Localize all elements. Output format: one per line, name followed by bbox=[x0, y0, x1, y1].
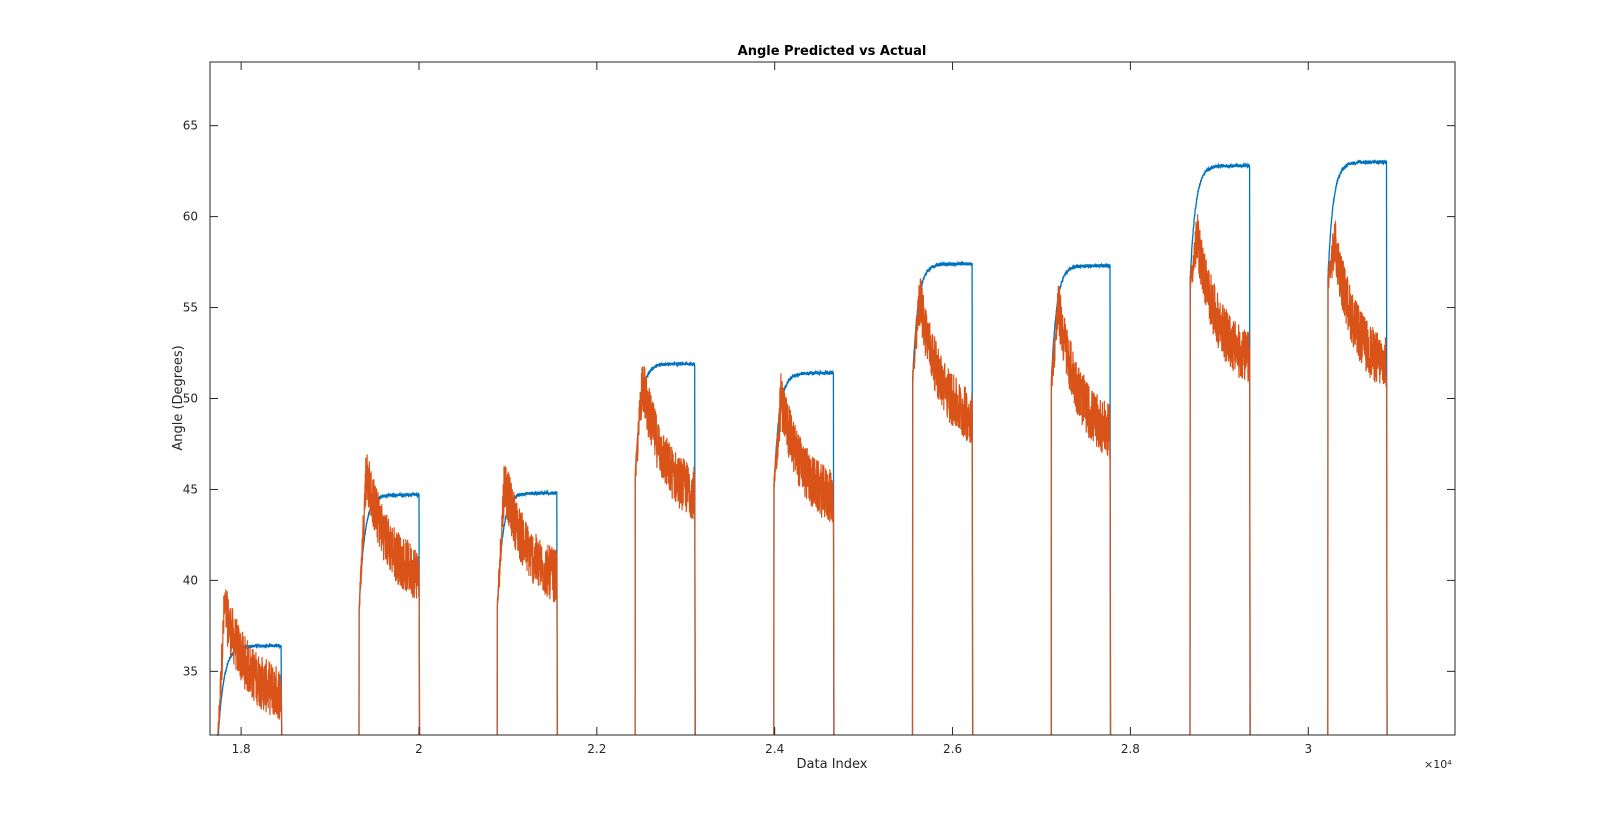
y-tick-label: 45 bbox=[183, 482, 198, 496]
y-tick-label: 40 bbox=[183, 573, 198, 587]
x-tick-label: 2.8 bbox=[1121, 742, 1140, 756]
x-tick-label: 1.8 bbox=[232, 742, 251, 756]
predicted-series-segment-2 bbox=[358, 454, 421, 736]
predicted-series-segment-3 bbox=[496, 465, 559, 736]
x-tick-label: 2.2 bbox=[587, 742, 606, 756]
predicted-series-segment-8 bbox=[1189, 214, 1251, 736]
y-tick-label: 55 bbox=[183, 301, 198, 315]
series-layer bbox=[216, 158, 1388, 736]
predicted-series-segment-5 bbox=[773, 373, 835, 736]
actual-series-segment-8 bbox=[1189, 161, 1251, 736]
y-tick-label: 60 bbox=[183, 210, 198, 224]
x-tick-label: 2.4 bbox=[765, 742, 784, 756]
chart-title: Angle Predicted vs Actual bbox=[738, 44, 927, 59]
y-tick-label: 35 bbox=[183, 664, 198, 678]
x-tick-label: 2.6 bbox=[943, 742, 962, 756]
y-tick-label: 65 bbox=[183, 119, 198, 133]
tick-layer: 1.8 2 2.2 2.4 2.6 2.8 3 35 40 45 50 55 60 65 bbox=[183, 62, 1455, 756]
x-tick-label: 3 bbox=[1304, 742, 1312, 756]
y-axis-label: Angle (Degrees) bbox=[171, 345, 186, 450]
plot-area bbox=[210, 62, 1455, 735]
actual-series-segment-1 bbox=[216, 642, 283, 736]
predicted-series-segment-7 bbox=[1050, 285, 1112, 736]
x-exponent-label: ×10⁴ bbox=[1424, 758, 1452, 771]
predicted-series-segment-6 bbox=[911, 278, 974, 736]
actual-series-segment-2 bbox=[358, 491, 421, 736]
predicted-series-segment-4 bbox=[634, 366, 696, 736]
actual-series-segment-9 bbox=[1327, 158, 1388, 736]
predicted-series-segment-1 bbox=[216, 589, 283, 736]
actual-series-segment-6 bbox=[911, 260, 974, 736]
y-tick-label: 50 bbox=[183, 392, 198, 406]
x-tick-label: 2 bbox=[415, 742, 423, 756]
x-axis-label: Data Index bbox=[797, 757, 868, 772]
actual-series-segment-7 bbox=[1050, 262, 1112, 736]
predicted-series-segment-9 bbox=[1327, 220, 1388, 736]
